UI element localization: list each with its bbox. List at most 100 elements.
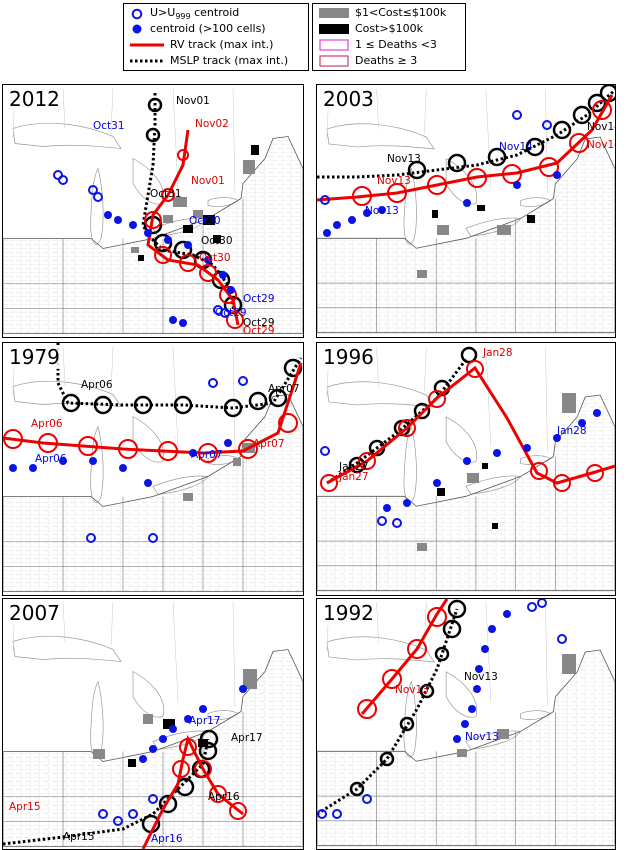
annotation-label: Jan27 <box>339 471 369 483</box>
annotation-label: Apr06 <box>31 418 63 430</box>
map-2007 <box>3 601 303 849</box>
rv-circles-1992 <box>357 607 447 719</box>
annotation-label: Apr16 <box>151 833 183 845</box>
map-1992 <box>317 599 615 847</box>
dotted-line-icon <box>130 59 164 62</box>
filled-circle-icon <box>132 24 142 33</box>
legend-item-cost-low: $1<Cost≤$100k <box>319 6 446 19</box>
legend-item-centroid: centroid (>100 cells) <box>130 22 266 35</box>
mslp-circles-1979 <box>61 358 303 418</box>
magenta-outline-swatch-icon <box>319 38 349 51</box>
panel-year: 1992 <box>321 601 376 625</box>
map-panel-2007: 2007 Apr17 Apr16 Apr15 Apr15 Apr17 Apr16 <box>2 598 304 850</box>
umax-centroids-1979 <box>86 376 248 543</box>
annotation-label: Apr06 <box>35 453 67 465</box>
rv-track-2012 <box>146 129 240 326</box>
map-panel-1979: 1979 Apr06 Apr06 Apr06 Apr07 Apr07 Apr07 <box>2 342 304 596</box>
legend-impacts: $1<Cost≤$100k Cost>$100k 1 ≤ Deaths <3 D… <box>312 3 466 71</box>
centroids-2003 <box>323 171 561 237</box>
map-panel-1996: 1996 Jan28 Jan27 Jan27 Jan28 <box>316 342 616 596</box>
rv-circles-2007 <box>172 738 247 820</box>
legend-item-umax-centroid: U>U999 centroid <box>130 6 239 21</box>
annotation-label: Nov02 <box>195 118 229 130</box>
annotation-label: Jan28 <box>557 425 587 437</box>
cost-high-counties <box>437 463 498 529</box>
annotation-label: Oct30 <box>199 252 231 264</box>
centroids-2007 <box>139 685 247 763</box>
rv-circles-2003 <box>352 100 612 206</box>
open-circle-icon <box>131 8 143 19</box>
mslp-circles-1992 <box>349 599 467 797</box>
annotation-label: Nov14 <box>587 121 615 133</box>
legend-item-deaths-high: Deaths ≥ 3 <box>319 54 417 67</box>
red-line-icon <box>130 43 164 46</box>
annotation-label: Oct31 <box>93 120 125 132</box>
annotation-label: Jan28 <box>483 347 513 359</box>
cost-low-counties <box>457 654 576 757</box>
rv-circles-1979 <box>3 413 298 463</box>
gray-swatch-icon <box>319 7 349 18</box>
centroids-2012 <box>104 211 235 327</box>
rv-circles-2012 <box>144 149 244 329</box>
annotation-label: Nov01 <box>191 175 225 187</box>
cost-low-counties <box>131 160 255 253</box>
annotation-label: Nov13 <box>377 175 411 187</box>
annotation-label: Nov13 <box>465 731 499 743</box>
annotation-label: Nov13 <box>365 205 399 217</box>
legend-item-deaths-low: 1 ≤ Deaths <3 <box>319 38 437 51</box>
annotation-label: Oct29 <box>243 317 275 329</box>
map-panel-2012: 2012 Nov01 Nov02 Oct31 Oct31 Nov01 Oct30… <box>2 84 304 338</box>
map-2003 <box>317 85 615 334</box>
annotation-label: Oct30 <box>189 215 221 227</box>
annotation-label: Apr07 <box>253 438 285 450</box>
panel-year: 2003 <box>321 87 376 111</box>
legend-tracks: U>U999 centroid centroid (>100 cells) RV… <box>123 3 309 71</box>
annotation-label: Nov14 <box>499 141 533 153</box>
annotation-label: Apr17 <box>231 732 263 744</box>
black-swatch-icon <box>319 23 349 34</box>
annotation-label: Apr06 <box>81 379 113 391</box>
annotation-label: Oct31 <box>150 188 182 200</box>
annotation-label: Oct30 <box>201 235 233 247</box>
cost-low-counties <box>417 225 511 278</box>
panel-year: 2012 <box>7 87 62 111</box>
rv-track-2007 <box>141 734 244 849</box>
annotation-label: Apr17 <box>189 715 221 727</box>
panel-year: 2007 <box>7 601 62 625</box>
annotation-label: Nov13 <box>395 684 429 696</box>
annotation-label: Apr07 <box>268 383 300 395</box>
annotation-label: Nov13 <box>464 671 498 683</box>
annotation-label: Oct29 <box>243 293 275 305</box>
annotation-label: Apr16 <box>208 791 240 803</box>
legend-item-mslp-track: MSLP track (max int.) <box>130 54 288 67</box>
map-1979 <box>3 343 303 592</box>
map-1996 <box>317 346 615 592</box>
centroids-1992 <box>453 610 511 743</box>
annotation-label: Jan27 <box>339 461 369 473</box>
legend-item-rv-track: RV track (max int.) <box>130 38 273 51</box>
centroids-1996 <box>383 409 601 512</box>
annotation-label: Apr07 <box>191 449 223 461</box>
annotation-label: Oct29 <box>215 307 247 319</box>
umax-centroids-1996 <box>320 446 402 528</box>
legend-item-cost-high: Cost>$100k <box>319 22 423 35</box>
panel-year: 1996 <box>321 345 376 369</box>
annotation-label: Nov13 <box>387 153 421 165</box>
red-outline-swatch-icon <box>319 54 349 67</box>
cost-low-counties <box>417 393 576 551</box>
cost-low-counties <box>93 669 257 759</box>
cost-high-counties <box>432 205 535 223</box>
mslp-circles-2003 <box>407 85 615 180</box>
cost-high-counties <box>138 145 259 261</box>
umax-centroids-2012 <box>53 170 230 318</box>
annotation-label: Apr15 <box>9 801 41 813</box>
map-panel-1992: 1992 Nov13 Nov13 Nov13 <box>316 598 616 850</box>
annotation-label: Oct29 <box>243 325 275 337</box>
annotation-label: Nov01 <box>176 95 210 107</box>
rv-circles-1996 <box>320 360 604 492</box>
annotation-label: Nov14 <box>587 139 615 151</box>
umax-centroids-1992 <box>317 599 567 819</box>
umax-centroids-2003 <box>320 110 552 205</box>
umax-centroids-2007 <box>98 794 158 826</box>
panel-year: 1979 <box>7 345 62 369</box>
